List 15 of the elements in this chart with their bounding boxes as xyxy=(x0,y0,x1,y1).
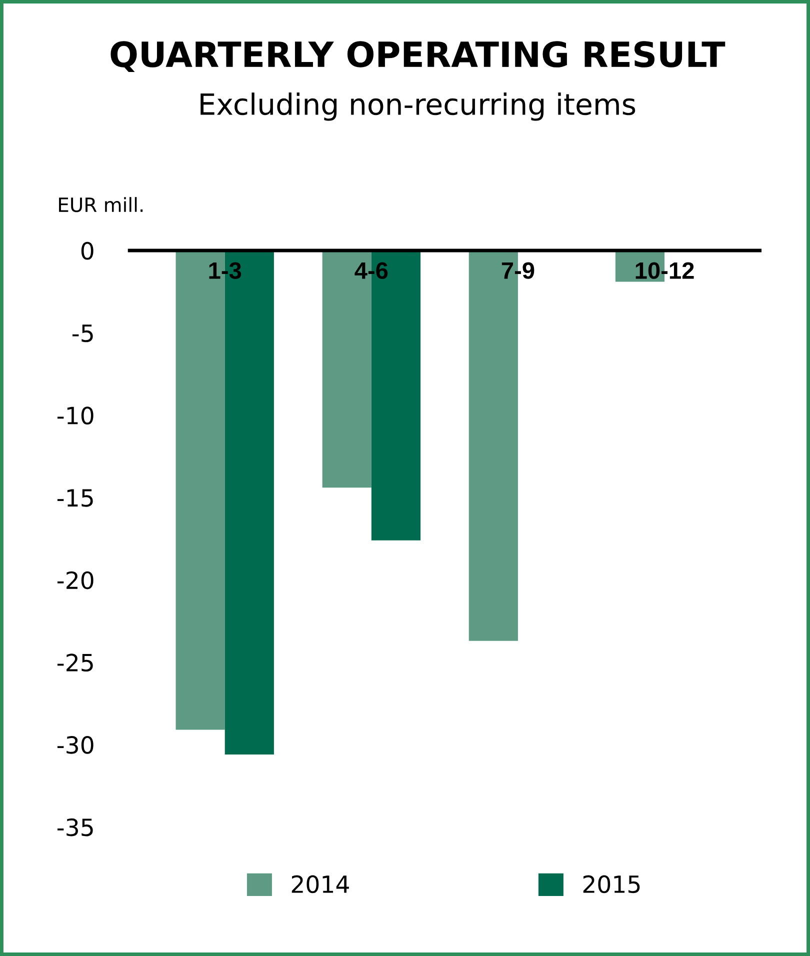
y-axis-title: EUR mill. xyxy=(59,197,143,212)
y-tick-label: -15 xyxy=(57,489,93,507)
chart-subtitle: Excluding non-recurring items xyxy=(200,92,636,121)
legend-label: 2015 xyxy=(583,875,640,894)
legend-label: 2014 xyxy=(292,875,349,894)
y-tick-label: -30 xyxy=(57,736,94,754)
y-tick-label: -20 xyxy=(57,571,94,590)
y-tick-label: 0 xyxy=(81,242,94,260)
y-tick-label: -5 xyxy=(72,324,93,342)
chart-title: QUARTERLY OPERATING RESULT xyxy=(110,41,726,72)
y-tick-label: -35 xyxy=(57,818,93,836)
y-tick-label: -10 xyxy=(57,406,94,424)
x-tick-label: 7-9 xyxy=(502,262,534,279)
y-tick-label: -25 xyxy=(57,654,93,672)
x-tick-label: 1-3 xyxy=(209,262,242,279)
